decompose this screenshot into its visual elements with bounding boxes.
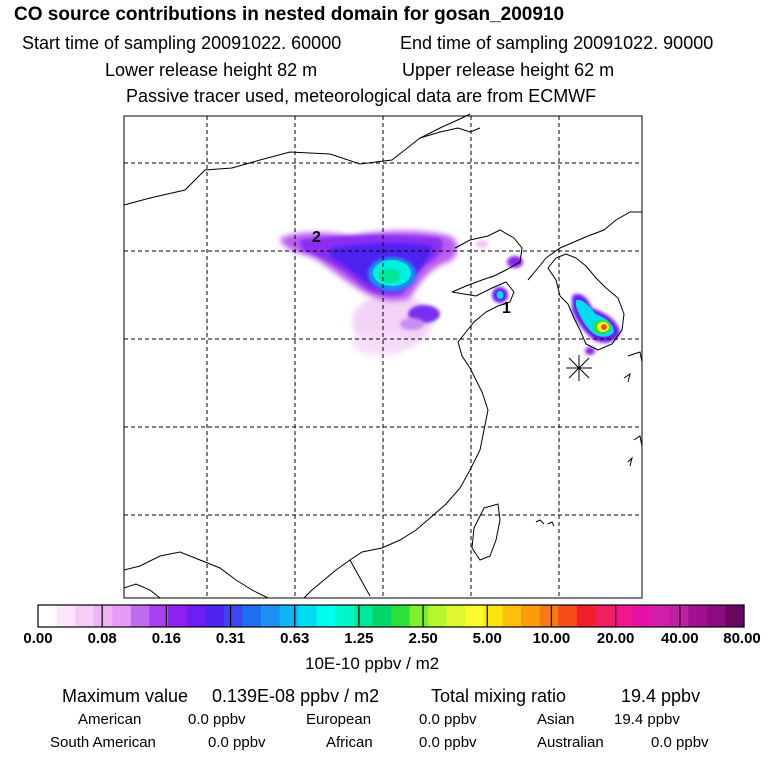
color-bar-cell xyxy=(558,605,578,627)
color-bar-cell xyxy=(595,605,615,627)
color-bar-cell xyxy=(93,605,113,627)
region-name-african: African xyxy=(326,734,373,751)
start-time-label: Start time of sampling 20091022. 60000 xyxy=(22,33,342,53)
max-value-label: Maximum value xyxy=(62,686,189,706)
end-time-label: End time of sampling 20091022. 90000 xyxy=(400,33,714,53)
color-bar-tick-label: 0.08 xyxy=(87,630,117,647)
color-bar-cell xyxy=(75,605,95,627)
color-bar-cell xyxy=(706,605,727,627)
region-name-european: European xyxy=(306,711,372,728)
color-bar-cell xyxy=(725,605,745,627)
color-bar-cell xyxy=(298,605,318,627)
color-bar-tick-label: 0.16 xyxy=(151,630,181,647)
color-bar-cell xyxy=(149,605,169,627)
color-bar-tick-label: 2.50 xyxy=(408,630,438,647)
receptor-star-icon xyxy=(566,355,592,381)
color-bar-cell xyxy=(391,605,411,627)
color-bar-cell xyxy=(521,605,541,627)
color-bar-tick-label: 1.25 xyxy=(344,630,374,647)
color-bar-tick-label: 0.31 xyxy=(215,630,246,647)
region-value-american: 0.0 ppbv xyxy=(188,711,246,728)
color-bar-cell xyxy=(38,605,58,627)
map-title: CO source contributions in nested domain… xyxy=(14,4,565,25)
region-name-australian: Australian xyxy=(537,734,604,751)
color-bar-tick-label: 0.63 xyxy=(280,630,310,647)
color-bar-tick-label: 0.00 xyxy=(23,630,53,647)
color-bar-cell xyxy=(688,605,708,627)
color-bar-cell xyxy=(576,605,596,627)
total-mixing-value: 19.4 ppbv xyxy=(621,686,701,706)
marker-label-2: 2 xyxy=(312,229,321,246)
color-bar-cell xyxy=(205,605,225,627)
color-bar-cell xyxy=(316,605,336,627)
color-bar-frame xyxy=(37,604,745,628)
region-value-australian: 0.0 ppbv xyxy=(651,734,709,751)
color-bar-cell xyxy=(539,605,559,627)
color-bar-tick-label: 20.00 xyxy=(596,630,635,647)
region-value-south-american: 0.0 ppbv xyxy=(208,734,266,751)
region-name-american: American xyxy=(78,711,142,728)
region-value-asian: 19.4 ppbv xyxy=(614,711,680,728)
color-bar-cell xyxy=(242,605,262,627)
color-bar-cell xyxy=(260,605,281,627)
lower-release-height: Lower release height 82 m xyxy=(105,60,318,80)
color-bar-cell xyxy=(353,605,374,627)
color-bar-cell xyxy=(335,605,355,627)
region-name-asian: Asian xyxy=(537,711,575,728)
color-bar-cell xyxy=(186,605,206,627)
color-bar-cell xyxy=(409,605,429,627)
color-bar-cell xyxy=(613,605,634,627)
graticule xyxy=(124,116,642,598)
tracer-note: Passive tracer used, meteorological data… xyxy=(126,86,597,106)
color-bar-tick-label: 10.00 xyxy=(532,630,571,647)
color-bar-unit: 10E-10 ppbv / m2 xyxy=(305,654,440,673)
total-mixing-label: Total mixing ratio xyxy=(431,686,567,706)
color-bar-cell xyxy=(502,605,522,627)
color-bar-cell xyxy=(279,605,299,627)
color-bar-cell xyxy=(483,605,504,627)
upper-release-height: Upper release height 62 m xyxy=(402,60,615,80)
region-value-european: 0.0 ppbv xyxy=(419,711,477,728)
color-bar-tick-label: 5.00 xyxy=(472,630,502,647)
color-bar-cell xyxy=(223,605,243,627)
color-bar-tick-label: 80.00 xyxy=(723,630,761,647)
map-frame xyxy=(123,115,643,599)
color-bar-cell xyxy=(130,605,151,627)
max-value: 0.139E-08 ppbv / m2 xyxy=(212,686,380,706)
color-bar-cell xyxy=(465,605,485,627)
color-bar-cell xyxy=(651,605,671,627)
color-bar-cell xyxy=(56,605,76,627)
color-bar-cell xyxy=(632,605,652,627)
region-name-south-american: South American xyxy=(50,734,156,751)
region-value-african: 0.0 ppbv xyxy=(419,734,477,751)
color-bar-cell xyxy=(428,605,448,627)
color-bar-tick-label: 40.00 xyxy=(661,630,699,647)
color-bar-cell xyxy=(446,605,466,627)
marker-label-1: 1 xyxy=(502,300,511,317)
color-bar-cell xyxy=(372,605,392,627)
color-bar-cell xyxy=(112,605,132,627)
coastlines xyxy=(123,113,643,599)
color-bar-cell xyxy=(168,605,188,627)
